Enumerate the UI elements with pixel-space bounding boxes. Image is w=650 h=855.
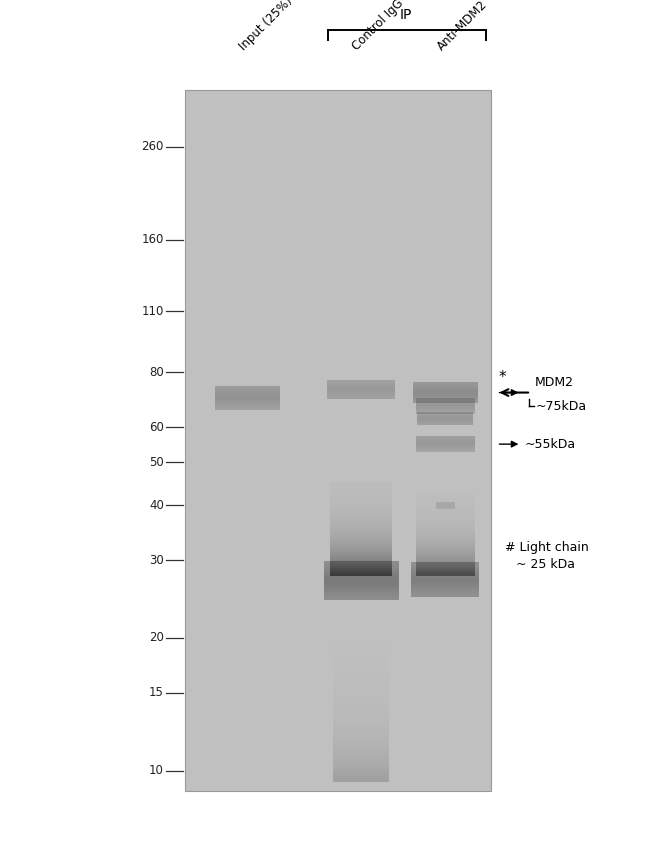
- Text: 15: 15: [149, 687, 164, 699]
- Text: 30: 30: [149, 554, 164, 567]
- Text: 50: 50: [149, 456, 164, 469]
- Text: 20: 20: [149, 631, 164, 645]
- Text: 110: 110: [142, 305, 164, 318]
- Text: 160: 160: [142, 233, 164, 246]
- Text: ~ 25 kDa: ~ 25 kDa: [516, 558, 575, 571]
- Text: *: *: [499, 369, 506, 385]
- Text: ~55kDa: ~55kDa: [525, 438, 576, 451]
- Bar: [185, 90, 491, 791]
- Text: 80: 80: [149, 366, 164, 379]
- Text: MDM2: MDM2: [534, 376, 573, 389]
- Text: IP: IP: [400, 9, 413, 22]
- Text: Control IgG: Control IgG: [350, 0, 406, 53]
- Text: Input (25%): Input (25%): [237, 0, 295, 53]
- Text: 260: 260: [142, 140, 164, 153]
- Text: 60: 60: [149, 421, 164, 434]
- Text: 40: 40: [149, 498, 164, 511]
- Text: 10: 10: [149, 764, 164, 777]
- Text: Anti-MDM2: Anti-MDM2: [435, 0, 490, 53]
- Text: # Light chain: # Light chain: [505, 541, 589, 554]
- Text: ~75kDa: ~75kDa: [536, 400, 587, 413]
